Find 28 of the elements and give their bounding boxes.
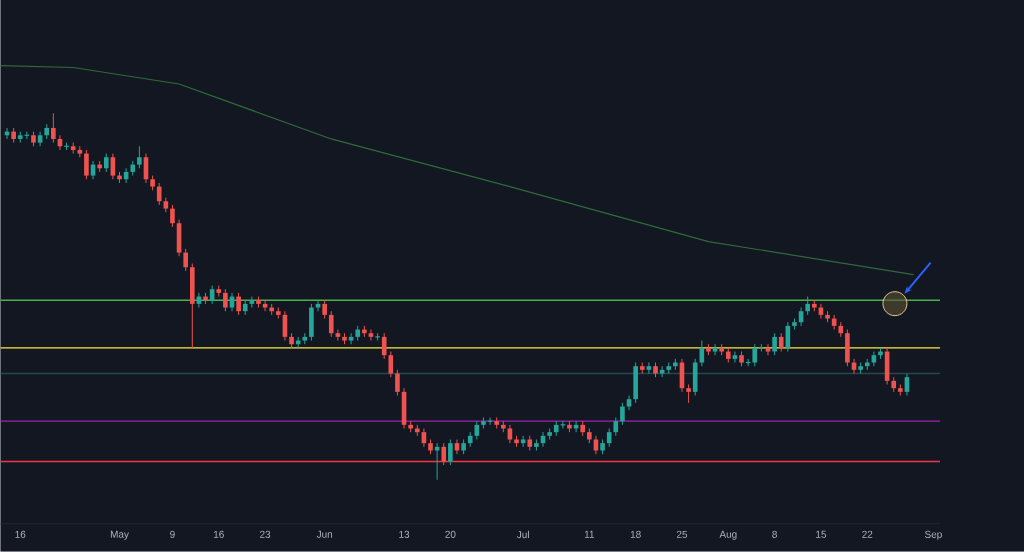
candlestick (845, 329, 850, 367)
candlestick (712, 343, 718, 356)
candlestick (137, 145, 142, 169)
candlestick (328, 310, 334, 338)
candlestick (249, 296, 255, 309)
candlestick (189, 263, 195, 349)
candlestick (633, 362, 638, 404)
candlestick (262, 299, 268, 312)
candlestick (732, 351, 738, 364)
candlestick (348, 332, 354, 345)
candlestick (156, 182, 162, 206)
candlestick (448, 439, 453, 466)
candlestick (778, 332, 784, 353)
candlestick (646, 362, 652, 375)
candlestick (765, 343, 771, 356)
candlestick (441, 442, 447, 466)
candlestick (752, 343, 758, 367)
candlestick (103, 153, 109, 173)
candlestick (51, 112, 56, 144)
candlestick (620, 402, 625, 426)
candlestick (236, 292, 241, 316)
candlestick (223, 288, 228, 312)
candlestick (772, 332, 777, 356)
candlestick (368, 329, 374, 342)
candlestick (84, 149, 89, 180)
candlestick (322, 299, 327, 320)
candlestick (309, 303, 314, 342)
candlestick (659, 365, 665, 378)
